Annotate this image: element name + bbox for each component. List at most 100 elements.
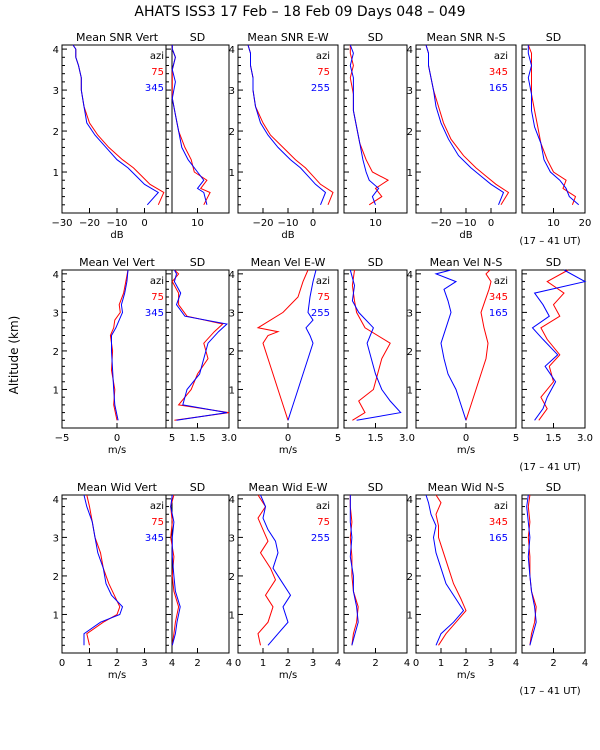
x-axis-label: dB [110,230,123,241]
x-axis-label: m/s [457,670,475,681]
y-tick-label: 4 [229,270,235,281]
panel-snr_vert: Mean SNR Vert 1 2 3 4 −30 −20 −10 0 dB azi 75 345 [51,31,173,241]
x-tick-label: 3.0 [399,433,415,444]
panel-snr_ew: Mean SNR E-W 1 2 3 4 −20 −10 0 dB azi 75 255 [229,31,339,241]
series-line-255 [260,494,292,646]
legend-entry: 165 [489,308,508,319]
x-tick-label: 0 [141,218,147,229]
panel-title: Mean Wid N-S [428,481,505,494]
x-tick-label: 20 [579,218,592,229]
panel-title: Mean SNR E-W [247,31,328,44]
x-tick-label: 10 [369,218,382,229]
y-tick-label: 2 [229,347,235,358]
series-line-75 [349,495,359,646]
y-tick-label: 4 [53,495,59,506]
y-tick-label: 4 [229,45,235,56]
altitude-axis-label: Altitude (km) [7,316,21,395]
y-tick-label: 3 [53,533,59,544]
legend-title: azi [150,501,164,512]
y-tick-label: 1 [53,610,59,621]
series-line-345 [171,45,208,205]
panel-snr_ns: Mean SNR N-S 1 2 3 4 −20 −10 0 dB azi 345 165 [407,31,517,241]
legend-entry: 345 [145,83,164,94]
panel-wid_vert: Mean Wid Vert 1 2 3 4 0 1 2 3 4 m/s azi 75 345 [53,481,176,681]
panel-title: SD [190,31,205,44]
legend-title: azi [150,276,164,287]
legend-title: azi [494,51,508,62]
x-tick-label: 5 [169,433,175,444]
x-tick-label: 4 [226,658,232,669]
legend-entry: 255 [311,533,330,544]
panel-vel_ns_sd: SD 1.5 3.0 [521,256,593,444]
panel-title: SD [190,481,205,494]
series-line-75 [171,45,211,206]
legend-title: azi [316,501,330,512]
x-tick-label: 1 [260,658,266,669]
series-line-345 [465,269,492,421]
panel-title: SD [546,31,561,44]
panel-wid_ns_sd: SD 2 4 [521,481,588,669]
x-axis-label: dB [281,230,294,241]
y-tick-label: 3 [53,308,59,319]
series-line-345 [72,44,160,206]
time-note-row2: (17 – 41 UT) [519,462,580,473]
x-tick-label: −5 [55,433,70,444]
series-line-75 [72,44,165,206]
x-tick-label: 1 [86,658,92,669]
x-tick-label: 3 [141,658,147,669]
x-tick-label: 0 [488,218,494,229]
x-tick-label: 1.5 [368,433,384,444]
legend-entry: 345 [489,67,508,78]
series-line-75 [351,269,391,421]
panel-frame [343,44,408,214]
x-axis-label: m/s [108,445,126,456]
y-tick-label: 1 [407,610,413,621]
y-tick-label: 4 [229,495,235,506]
series-line-255 [287,269,317,421]
legend-entry: 75 [151,67,164,78]
panel-frame [165,269,230,429]
y-tick-label: 2 [53,572,59,583]
x-tick-label: 3.0 [577,433,593,444]
x-axis-label: m/s [457,445,475,456]
panel-vel_ew_sd: SD 1.5 3.0 [343,256,415,444]
x-tick-label: −10 [277,218,298,229]
x-tick-label: 4 [404,658,410,669]
legend-entry: 345 [145,533,164,544]
x-tick-label: −20 [430,218,451,229]
y-tick-label: 4 [407,270,413,281]
y-tick-label: 3 [407,533,413,544]
x-tick-label: 4 [582,658,588,669]
panel-vel_vert: Mean Vel Vert 1 2 3 4 −5 0 5 m/s azi 75 345 [53,256,176,456]
x-tick-label: 10 [547,218,560,229]
legend-title: azi [494,276,508,287]
x-tick-label: −30 [51,218,72,229]
y-tick-label: 4 [407,45,413,56]
x-tick-label: 0 [413,658,419,669]
x-tick-label: 5 [335,433,341,444]
x-tick-label: 0 [285,433,291,444]
x-tick-label: 1.5 [190,433,206,444]
x-tick-label: 0 [235,658,241,669]
y-tick-label: 2 [53,127,59,138]
series-line-255 [349,269,402,421]
x-axis-label: m/s [279,670,297,681]
panel-wid_ew_sd: SD 2 4 [343,481,410,669]
y-tick-label: 3 [407,86,413,97]
series-line-345 [170,494,181,646]
panel-title: SD [368,256,383,269]
panel-title: SD [190,256,205,269]
legend-entry: 255 [311,308,330,319]
y-tick-label: 2 [407,572,413,583]
y-tick-label: 1 [53,168,59,179]
series-line-345 [111,269,129,421]
series-line-75 [170,494,180,646]
y-tick-label: 2 [229,572,235,583]
x-axis-label: m/s [279,445,297,456]
panel-title: SD [546,481,561,494]
x-tick-label: 2 [194,658,200,669]
legend-entry: 345 [489,292,508,303]
series-line-165 [531,269,587,421]
